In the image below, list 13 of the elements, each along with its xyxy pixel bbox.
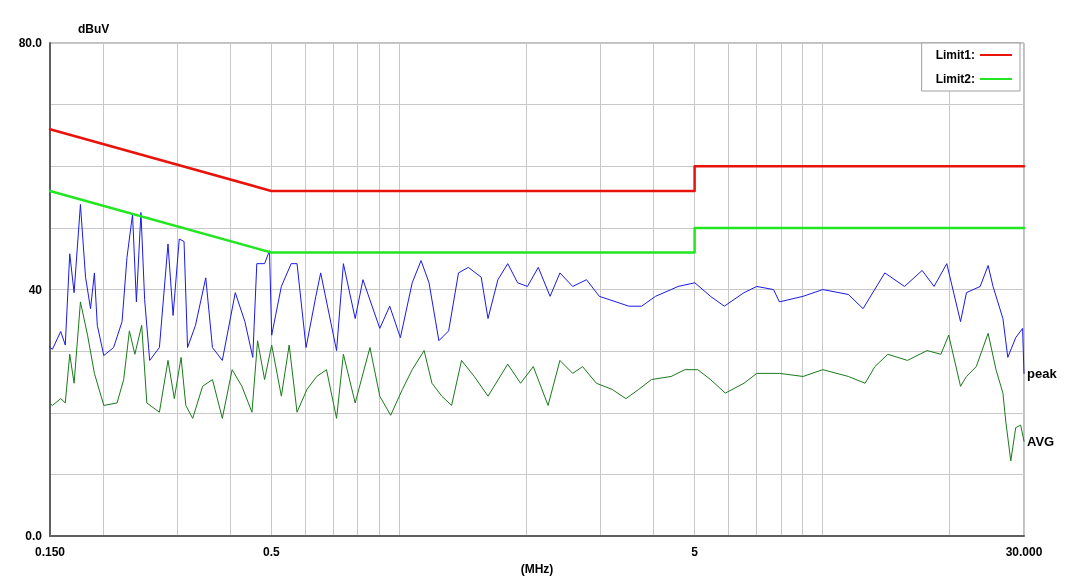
y-tick-label: 40 (28, 282, 43, 297)
x-axis-title: (MHz) (520, 562, 554, 576)
y-tick-label: 80.0 (18, 36, 43, 50)
x-tick-label: 30.000 (1005, 545, 1043, 560)
x-tick-label: 5 (691, 545, 699, 560)
y-axis-title: dBuV (78, 22, 110, 36)
annotation: AVG (1027, 433, 1055, 449)
annotation: peak (1027, 365, 1058, 381)
y-tick-label: 0.0 (25, 529, 43, 544)
legend-label: Limit1: (935, 48, 975, 62)
x-tick-label: 0.5 (262, 545, 280, 560)
legend-label: Limit2: (935, 72, 975, 86)
x-tick-label: 0.150 (34, 545, 66, 560)
